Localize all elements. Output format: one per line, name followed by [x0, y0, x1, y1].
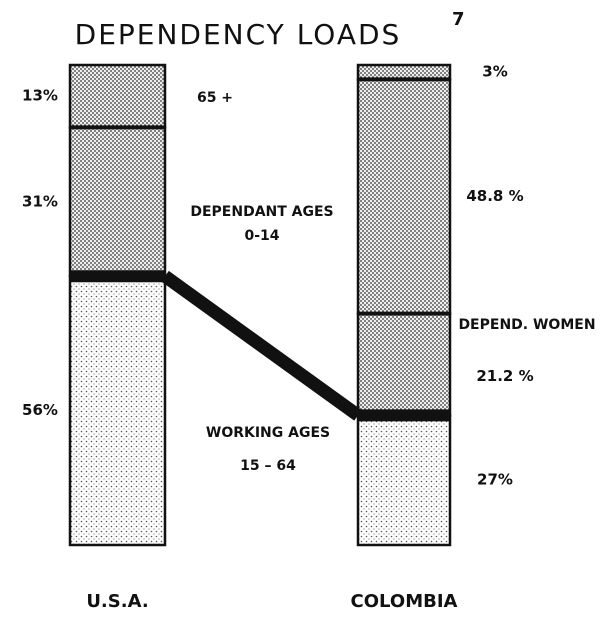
category-label: COLOMBIA [351, 591, 458, 612]
value-label: 27% [477, 471, 513, 489]
connector [161, 270, 362, 421]
title-note: 7 [452, 9, 465, 30]
value-label: 48.8 % [466, 187, 523, 205]
bar-segment [356, 312, 452, 417]
bar-segment [356, 63, 452, 81]
category-label: U.S.A. [86, 591, 148, 612]
value-label: 21.2 % [476, 367, 533, 385]
value-label: 13% [22, 87, 58, 105]
chart-title: DEPENDENCY LOADS [75, 18, 402, 51]
bar-segment [356, 414, 452, 547]
bar-segment [68, 274, 167, 547]
bar-segment [68, 63, 167, 129]
series-label: 65 + [197, 90, 233, 106]
bar-segment [68, 126, 167, 278]
bar-segment [356, 78, 452, 315]
value-label: 31% [22, 192, 58, 210]
series-label: DEPENDANT AGES [190, 204, 333, 220]
value-label: 3% [482, 63, 507, 81]
series-label: WORKING AGES [206, 425, 330, 441]
value-label: 56% [22, 401, 58, 419]
series-sublabel: 15 – 64 [240, 458, 296, 474]
series-label: DEPEND. WOMEN [458, 317, 595, 333]
series-sublabel: 0-14 [244, 228, 279, 244]
